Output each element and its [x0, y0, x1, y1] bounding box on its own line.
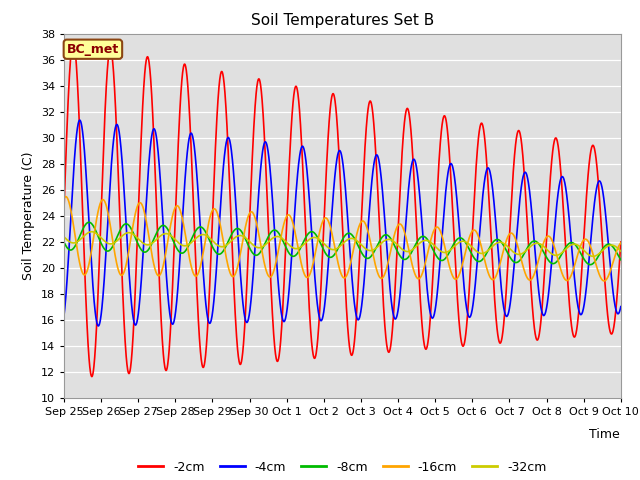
- X-axis label: Time: Time: [589, 428, 620, 441]
- -2cm: [216, 76, 223, 82]
- -2cm: [70, 39, 77, 45]
- -8cm: [371, 248, 379, 253]
- Y-axis label: Soil Temperature (C): Soil Temperature (C): [22, 152, 35, 280]
- Text: BC_met: BC_met: [67, 43, 119, 56]
- Legend: -2cm, -4cm, -8cm, -16cm, -32cm: -2cm, -4cm, -8cm, -16cm, -32cm: [133, 456, 552, 479]
- -8cm: [85, 219, 93, 225]
- -4cm: [359, 292, 367, 298]
- -4cm: [60, 312, 68, 318]
- -32cm: [216, 243, 223, 249]
- -4cm: [76, 117, 84, 123]
- Title: Soil Temperatures Set B: Soil Temperatures Set B: [251, 13, 434, 28]
- -16cm: [600, 278, 608, 284]
- -16cm: [504, 233, 512, 239]
- -2cm: [617, 239, 625, 245]
- -2cm: [584, 179, 591, 185]
- -2cm: [88, 374, 96, 380]
- -16cm: [62, 194, 70, 200]
- -32cm: [568, 242, 575, 248]
- -8cm: [568, 240, 575, 245]
- -8cm: [617, 257, 625, 263]
- -16cm: [60, 195, 68, 201]
- -32cm: [584, 251, 591, 256]
- -4cm: [216, 215, 223, 220]
- -32cm: [617, 248, 625, 254]
- -4cm: [584, 273, 591, 279]
- -32cm: [589, 253, 597, 259]
- Line: -4cm: -4cm: [64, 120, 621, 326]
- -16cm: [568, 271, 575, 277]
- -4cm: [568, 249, 576, 254]
- -32cm: [60, 234, 68, 240]
- -2cm: [60, 206, 68, 212]
- Line: -32cm: -32cm: [64, 232, 621, 256]
- -16cm: [584, 237, 591, 243]
- -16cm: [617, 240, 625, 246]
- -16cm: [371, 260, 379, 265]
- Line: -16cm: -16cm: [64, 197, 621, 281]
- -16cm: [216, 218, 223, 224]
- -32cm: [88, 229, 95, 235]
- -32cm: [504, 244, 512, 250]
- -32cm: [371, 246, 379, 252]
- -8cm: [504, 252, 512, 257]
- -4cm: [95, 323, 102, 329]
- -8cm: [586, 262, 594, 267]
- Line: -8cm: -8cm: [64, 222, 621, 264]
- -32cm: [359, 243, 367, 249]
- -2cm: [371, 138, 379, 144]
- -4cm: [617, 304, 625, 310]
- -4cm: [371, 155, 379, 161]
- -8cm: [359, 252, 367, 257]
- -4cm: [505, 310, 513, 315]
- -8cm: [584, 261, 591, 266]
- -2cm: [505, 248, 513, 253]
- -8cm: [60, 239, 68, 245]
- -2cm: [568, 327, 576, 333]
- -8cm: [216, 252, 223, 257]
- Line: -2cm: -2cm: [64, 42, 621, 377]
- -2cm: [359, 183, 367, 189]
- -16cm: [359, 218, 367, 224]
